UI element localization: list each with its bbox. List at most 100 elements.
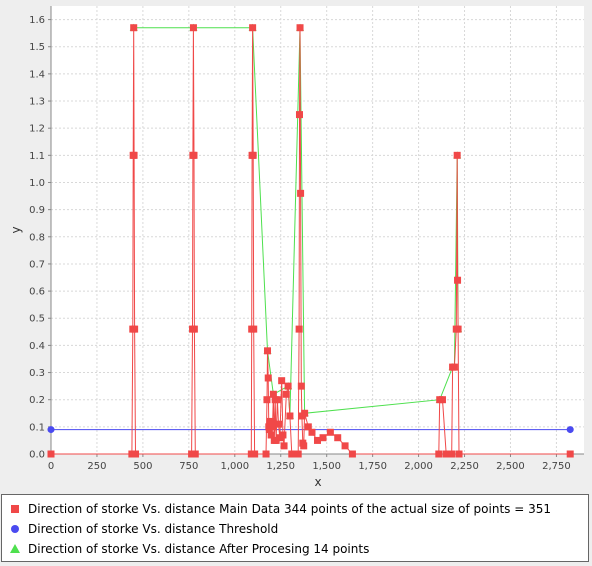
data-point-square (278, 377, 286, 385)
x-tick-label: 500 (133, 461, 152, 472)
data-point-square (280, 442, 288, 450)
data-point-square (296, 24, 304, 32)
y-tick-label: 1.3 (29, 97, 45, 108)
y-tick-label: 0.7 (29, 259, 45, 270)
legend: Direction of storke Vs. distance Main Da… (1, 494, 589, 562)
data-point-square (334, 434, 342, 442)
data-point-square (448, 450, 456, 458)
data-point-square (566, 450, 574, 458)
data-point-square (454, 325, 462, 333)
data-point-square (269, 390, 277, 398)
x-tick-label: 2,750 (542, 461, 571, 472)
data-point-square (266, 417, 274, 425)
data-point-square (189, 24, 197, 32)
data-point-square (297, 189, 305, 197)
x-tick-label: 1,250 (266, 461, 295, 472)
data-point-square (341, 442, 349, 450)
triangle-marker-icon (10, 544, 20, 553)
data-point-square (442, 450, 450, 458)
y-axis-title: y (9, 226, 23, 233)
data-point-square (308, 428, 316, 436)
grid-layer (50, 6, 584, 455)
data-point-square (294, 450, 302, 458)
data-point-square (273, 396, 281, 404)
y-tick-label: 0.5 (29, 314, 45, 325)
data-point-circle (566, 426, 574, 434)
data-point-square (295, 325, 303, 333)
y-tick-label: 1.6 (29, 15, 45, 26)
square-marker-icon (11, 505, 19, 513)
data-point-square (249, 151, 257, 159)
data-point-square (272, 436, 280, 444)
y-tick-label: 0.8 (29, 232, 45, 243)
y-tick-label: 1.2 (29, 124, 45, 135)
y-tick-label: 1.4 (29, 69, 45, 80)
x-axis-title: x (314, 475, 321, 489)
legend-label-main-data: Direction of storke Vs. distance Main Da… (28, 502, 551, 516)
data-point-square (128, 450, 136, 458)
data-point-square (282, 390, 290, 398)
data-point-square (132, 450, 140, 458)
data-point-square (131, 325, 139, 333)
x-tick-label: 1,750 (358, 461, 387, 472)
y-tick-label: 0.2 (29, 395, 45, 406)
data-point-square (264, 374, 272, 382)
data-point-square (435, 450, 443, 458)
chart-panel: 0 250 500 750 1,000 1,250 1,500 1,750 2,000 2,250… (9, 6, 584, 489)
data-point-square (250, 325, 258, 333)
data-point-square (314, 436, 321, 444)
y-tick-label: 0.0 (29, 450, 45, 461)
x-tick-label: 2,250 (450, 461, 479, 472)
data-point-square (251, 450, 259, 458)
y-tick-label: 0.3 (29, 368, 45, 379)
data-point-square (455, 450, 463, 458)
data-point-square (279, 431, 287, 439)
data-point-square (454, 276, 462, 284)
data-point-square (262, 450, 270, 458)
data-point-square (275, 420, 283, 428)
y-tick-label: 0.9 (29, 205, 45, 216)
circle-marker-icon (11, 525, 19, 533)
data-point-square (263, 396, 271, 404)
data-point-square (130, 24, 138, 32)
data-point-square (286, 412, 294, 420)
y-tick-label: 1.1 (29, 151, 45, 162)
data-point-square (301, 409, 309, 417)
series-0 (47, 24, 574, 458)
legend-label-after-processing: Direction of storke Vs. distance After P… (28, 542, 370, 556)
legend-item-after-processing: Direction of storke Vs. distance After P… (8, 539, 369, 559)
data-point-square (295, 111, 303, 119)
data-point-square (130, 151, 138, 159)
data-point-square (453, 151, 461, 159)
data-point-square (450, 363, 458, 371)
x-tick-label: 250 (87, 461, 106, 472)
data-point-circle (47, 426, 55, 434)
plot-area (51, 6, 584, 454)
data-point-square (190, 151, 198, 159)
y-tick-label: 0.4 (29, 341, 45, 352)
data-point-square (288, 450, 296, 458)
x-tick-label: 750 (179, 461, 198, 472)
y-tick-label: 1.0 (29, 178, 45, 189)
series-layer (47, 23, 574, 458)
data-point-square (268, 423, 276, 431)
x-tick-label: 0 (48, 461, 54, 472)
x-tick-label: 2,000 (404, 461, 433, 472)
data-point-square (326, 428, 334, 436)
data-point-square (284, 382, 292, 390)
data-point-square (304, 423, 312, 431)
data-point-square (319, 434, 327, 442)
y-tick-label: 0.1 (29, 422, 45, 433)
x-tick-label: 1,500 (312, 461, 341, 472)
data-point-square (188, 450, 196, 458)
data-point-square (47, 450, 55, 458)
data-point-square (300, 442, 308, 450)
legend-item-threshold: Direction of storke Vs. distance Thresho… (8, 519, 278, 539)
series-line (51, 27, 571, 455)
data-point-square (267, 431, 275, 439)
legend-label-threshold: Direction of storke Vs. distance Thresho… (28, 522, 279, 536)
data-point-square (264, 347, 272, 355)
data-point-square (249, 24, 257, 32)
data-point-square (348, 450, 356, 458)
x-tick-label: 1,000 (220, 461, 249, 472)
